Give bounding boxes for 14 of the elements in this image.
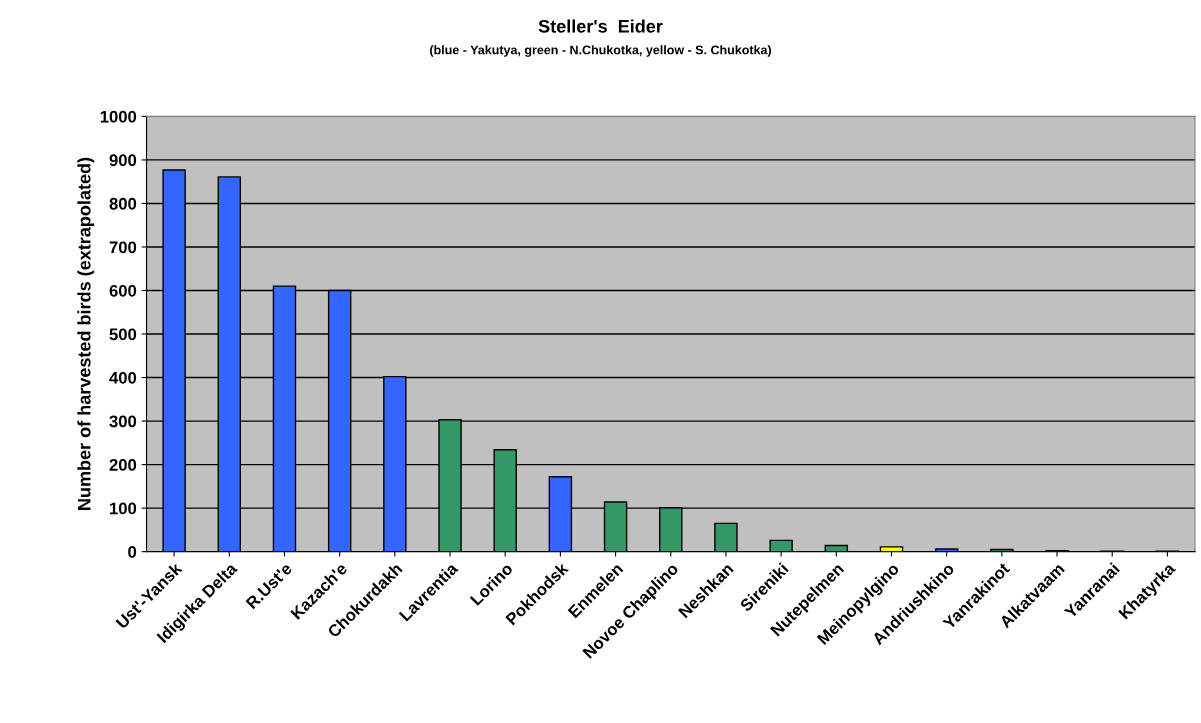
y-tick-label: 1000 (100, 110, 137, 123)
y-tick-label: 500 (109, 328, 137, 341)
y-tick-label: 900 (109, 154, 137, 167)
y-tick-label: 0 (128, 546, 137, 558)
y-tick-label: 600 (109, 284, 137, 297)
y-tick-label: 100 (110, 502, 137, 515)
y-tick-label: 200 (109, 459, 137, 471)
y-tick-label: 800 (109, 197, 137, 210)
y-axis-title: Number of harvested birds (extrapolated) (77, 157, 95, 510)
y-tick-label: 400 (109, 371, 137, 384)
y-tick-label: 700 (109, 241, 137, 254)
chart-title: Steller's Eider (538, 19, 663, 33)
y-tick-label: 300 (109, 415, 137, 428)
chart-subtitle: (blue - Yakutya, green - N.Chukotka, yellow - S. Chukotka) (430, 45, 771, 57)
